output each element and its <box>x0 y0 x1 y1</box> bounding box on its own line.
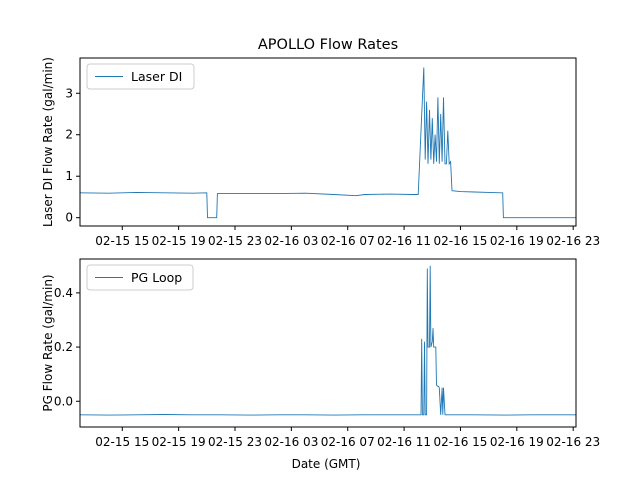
chart-title: APOLLO Flow Rates <box>258 37 398 53</box>
x-tick-label-bottom: 02-16 07 <box>321 435 375 449</box>
legend-label-top: Laser DI <box>131 69 182 84</box>
x-tick-label-top: 02-15 15 <box>95 234 149 248</box>
x-tick-label-top: 02-15 23 <box>208 234 262 248</box>
x-tick-label-top: 02-16 03 <box>264 234 318 248</box>
axes-frame-bottom <box>79 258 577 428</box>
x-tick-label-bottom: 02-15 19 <box>152 435 206 449</box>
y-tick-label-top: 0 <box>65 211 73 225</box>
x-tick-label-top: 02-16 19 <box>490 234 544 248</box>
panel-bottom: 0.00.20.402-15 15 02-15 19 02-15 23 02-16 0… <box>41 258 600 449</box>
x-tick-label-top: 02-16 23 <box>546 234 600 248</box>
x-tick-label-top: 02-16 07 <box>321 234 375 248</box>
x-tick-label-top: 02-15 19 <box>152 234 206 248</box>
y-axis-label-bottom: PG Flow Rate (gal/min) <box>41 274 55 411</box>
y-tick-label-bottom: 0.0 <box>54 394 73 408</box>
x-tick-label-bottom: 02-15 23 <box>208 435 262 449</box>
y-tick-label-top: 1 <box>65 169 73 183</box>
x-tick-label-bottom: 02-16 11 <box>377 435 431 449</box>
legend-box-bottom <box>86 264 194 291</box>
series-line-top <box>79 67 576 219</box>
y-tick-label-bottom: 0.4 <box>54 286 73 300</box>
x-tick-label-top: 02-16 11 <box>377 234 431 248</box>
x-tick-label-bottom: 02-15 15 <box>95 435 149 449</box>
legend-label-bottom: PG Loop <box>131 270 182 285</box>
x-tick-label-top: 02-16 15 <box>433 234 487 248</box>
y-tick-label-top: 3 <box>65 86 73 100</box>
x-tick-label-bottom: 02-16 19 <box>490 435 544 449</box>
y-tick-label-top: 2 <box>65 128 73 142</box>
series-line-bottom <box>79 265 576 416</box>
legend-box-top <box>86 63 195 90</box>
y-axis-label-top: Laser DI Flow Rate (gal/min) <box>41 57 55 227</box>
x-tick-label-bottom: 02-16 15 <box>433 435 487 449</box>
x-axis-label: Date (GMT) <box>292 457 361 471</box>
axes-frame-top <box>79 57 577 227</box>
y-tick-label-bottom: 0.2 <box>54 340 73 354</box>
x-tick-label-bottom: 02-16 23 <box>546 435 600 449</box>
x-tick-label-bottom: 02-16 03 <box>264 435 318 449</box>
